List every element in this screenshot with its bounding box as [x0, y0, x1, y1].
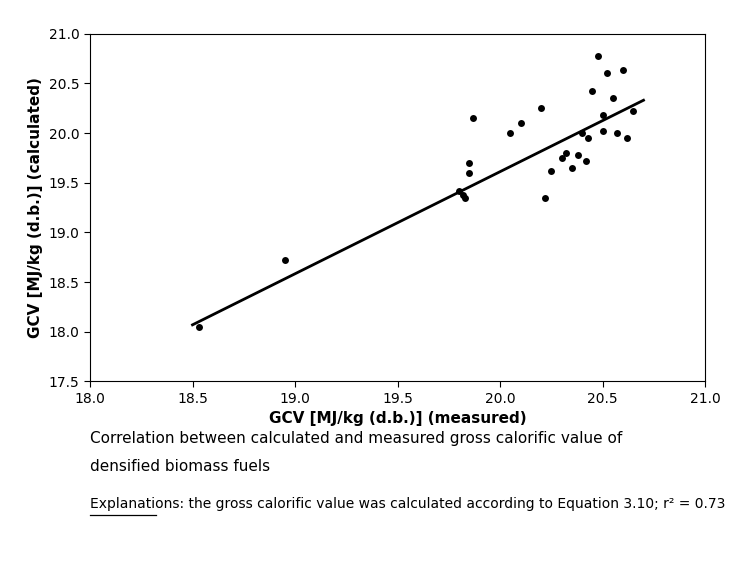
Text: Correlation between calculated and measured gross calorific value of: Correlation between calculated and measu…	[90, 431, 622, 446]
Point	[596, 111, 608, 119]
Point	[539, 193, 551, 202]
Point	[596, 127, 608, 136]
Point	[464, 168, 476, 177]
Point	[459, 193, 471, 202]
Point	[504, 128, 516, 137]
Text: Explanations: the gross calorific value was calculated according to Equation 3.1: Explanations: the gross calorific value …	[90, 496, 725, 511]
Point	[576, 128, 588, 137]
Point	[279, 256, 291, 265]
Point	[572, 150, 584, 159]
X-axis label: GCV [MJ/kg (d.b.)] (measured): GCV [MJ/kg (d.b.)] (measured)	[268, 411, 526, 426]
Point	[617, 66, 629, 75]
Point	[464, 158, 476, 167]
Point	[560, 149, 572, 158]
Point	[545, 166, 557, 175]
Text: densified biomass fuels: densified biomass fuels	[90, 459, 270, 474]
Point	[514, 118, 526, 127]
Point	[586, 87, 598, 96]
Point	[535, 104, 547, 113]
Point	[556, 153, 568, 162]
Point	[610, 128, 622, 137]
Point	[592, 51, 604, 60]
Point	[607, 94, 619, 103]
Point	[580, 157, 592, 165]
Point	[457, 190, 469, 199]
Point	[621, 134, 633, 142]
Y-axis label: GCV [MJ/kg (d.b.)] (calculated): GCV [MJ/kg (d.b.)] (calculated)	[28, 77, 44, 338]
Point	[627, 107, 639, 116]
Point	[193, 323, 205, 332]
Point	[566, 163, 578, 172]
Point	[582, 134, 594, 142]
Point	[467, 114, 479, 123]
Point	[453, 186, 465, 195]
Point	[601, 69, 613, 78]
